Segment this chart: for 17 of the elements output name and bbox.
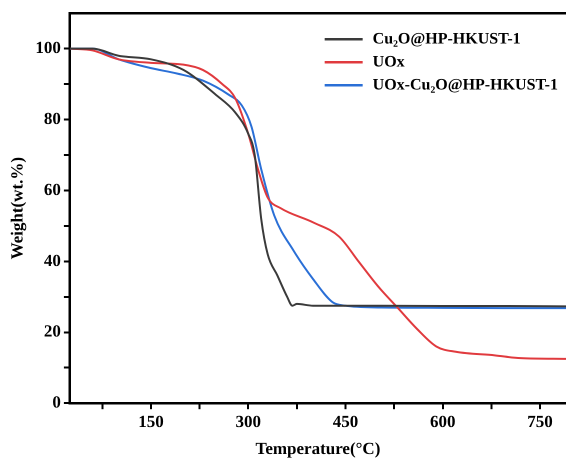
- y-tick-label: 100: [35, 38, 61, 58]
- y-tick-label: 0: [52, 392, 61, 412]
- y-tick-label: 60: [44, 180, 61, 199]
- y-tick-label: 40: [44, 250, 61, 270]
- y-tick-label: 20: [44, 322, 61, 341]
- y-tick-label: 80: [44, 108, 61, 128]
- legend-label: UOx-Cu₂O@HP-HKUST-1: [372, 76, 558, 94]
- legend-label: Cu₂O@HP-HKUST-1: [372, 30, 521, 48]
- x-tick-label: 300: [235, 412, 261, 431]
- x-tick-label: 600: [430, 412, 456, 431]
- x-tick-label: 750: [527, 412, 553, 431]
- x-tick-label: 150: [138, 412, 164, 431]
- legend-label: UOx: [372, 53, 405, 70]
- y-axis-title: Weight(wt.%): [8, 156, 27, 260]
- line-series: [70, 48, 566, 360]
- x-tick-label: 450: [332, 412, 358, 431]
- x-axis-title: Temperature(°C): [256, 439, 380, 458]
